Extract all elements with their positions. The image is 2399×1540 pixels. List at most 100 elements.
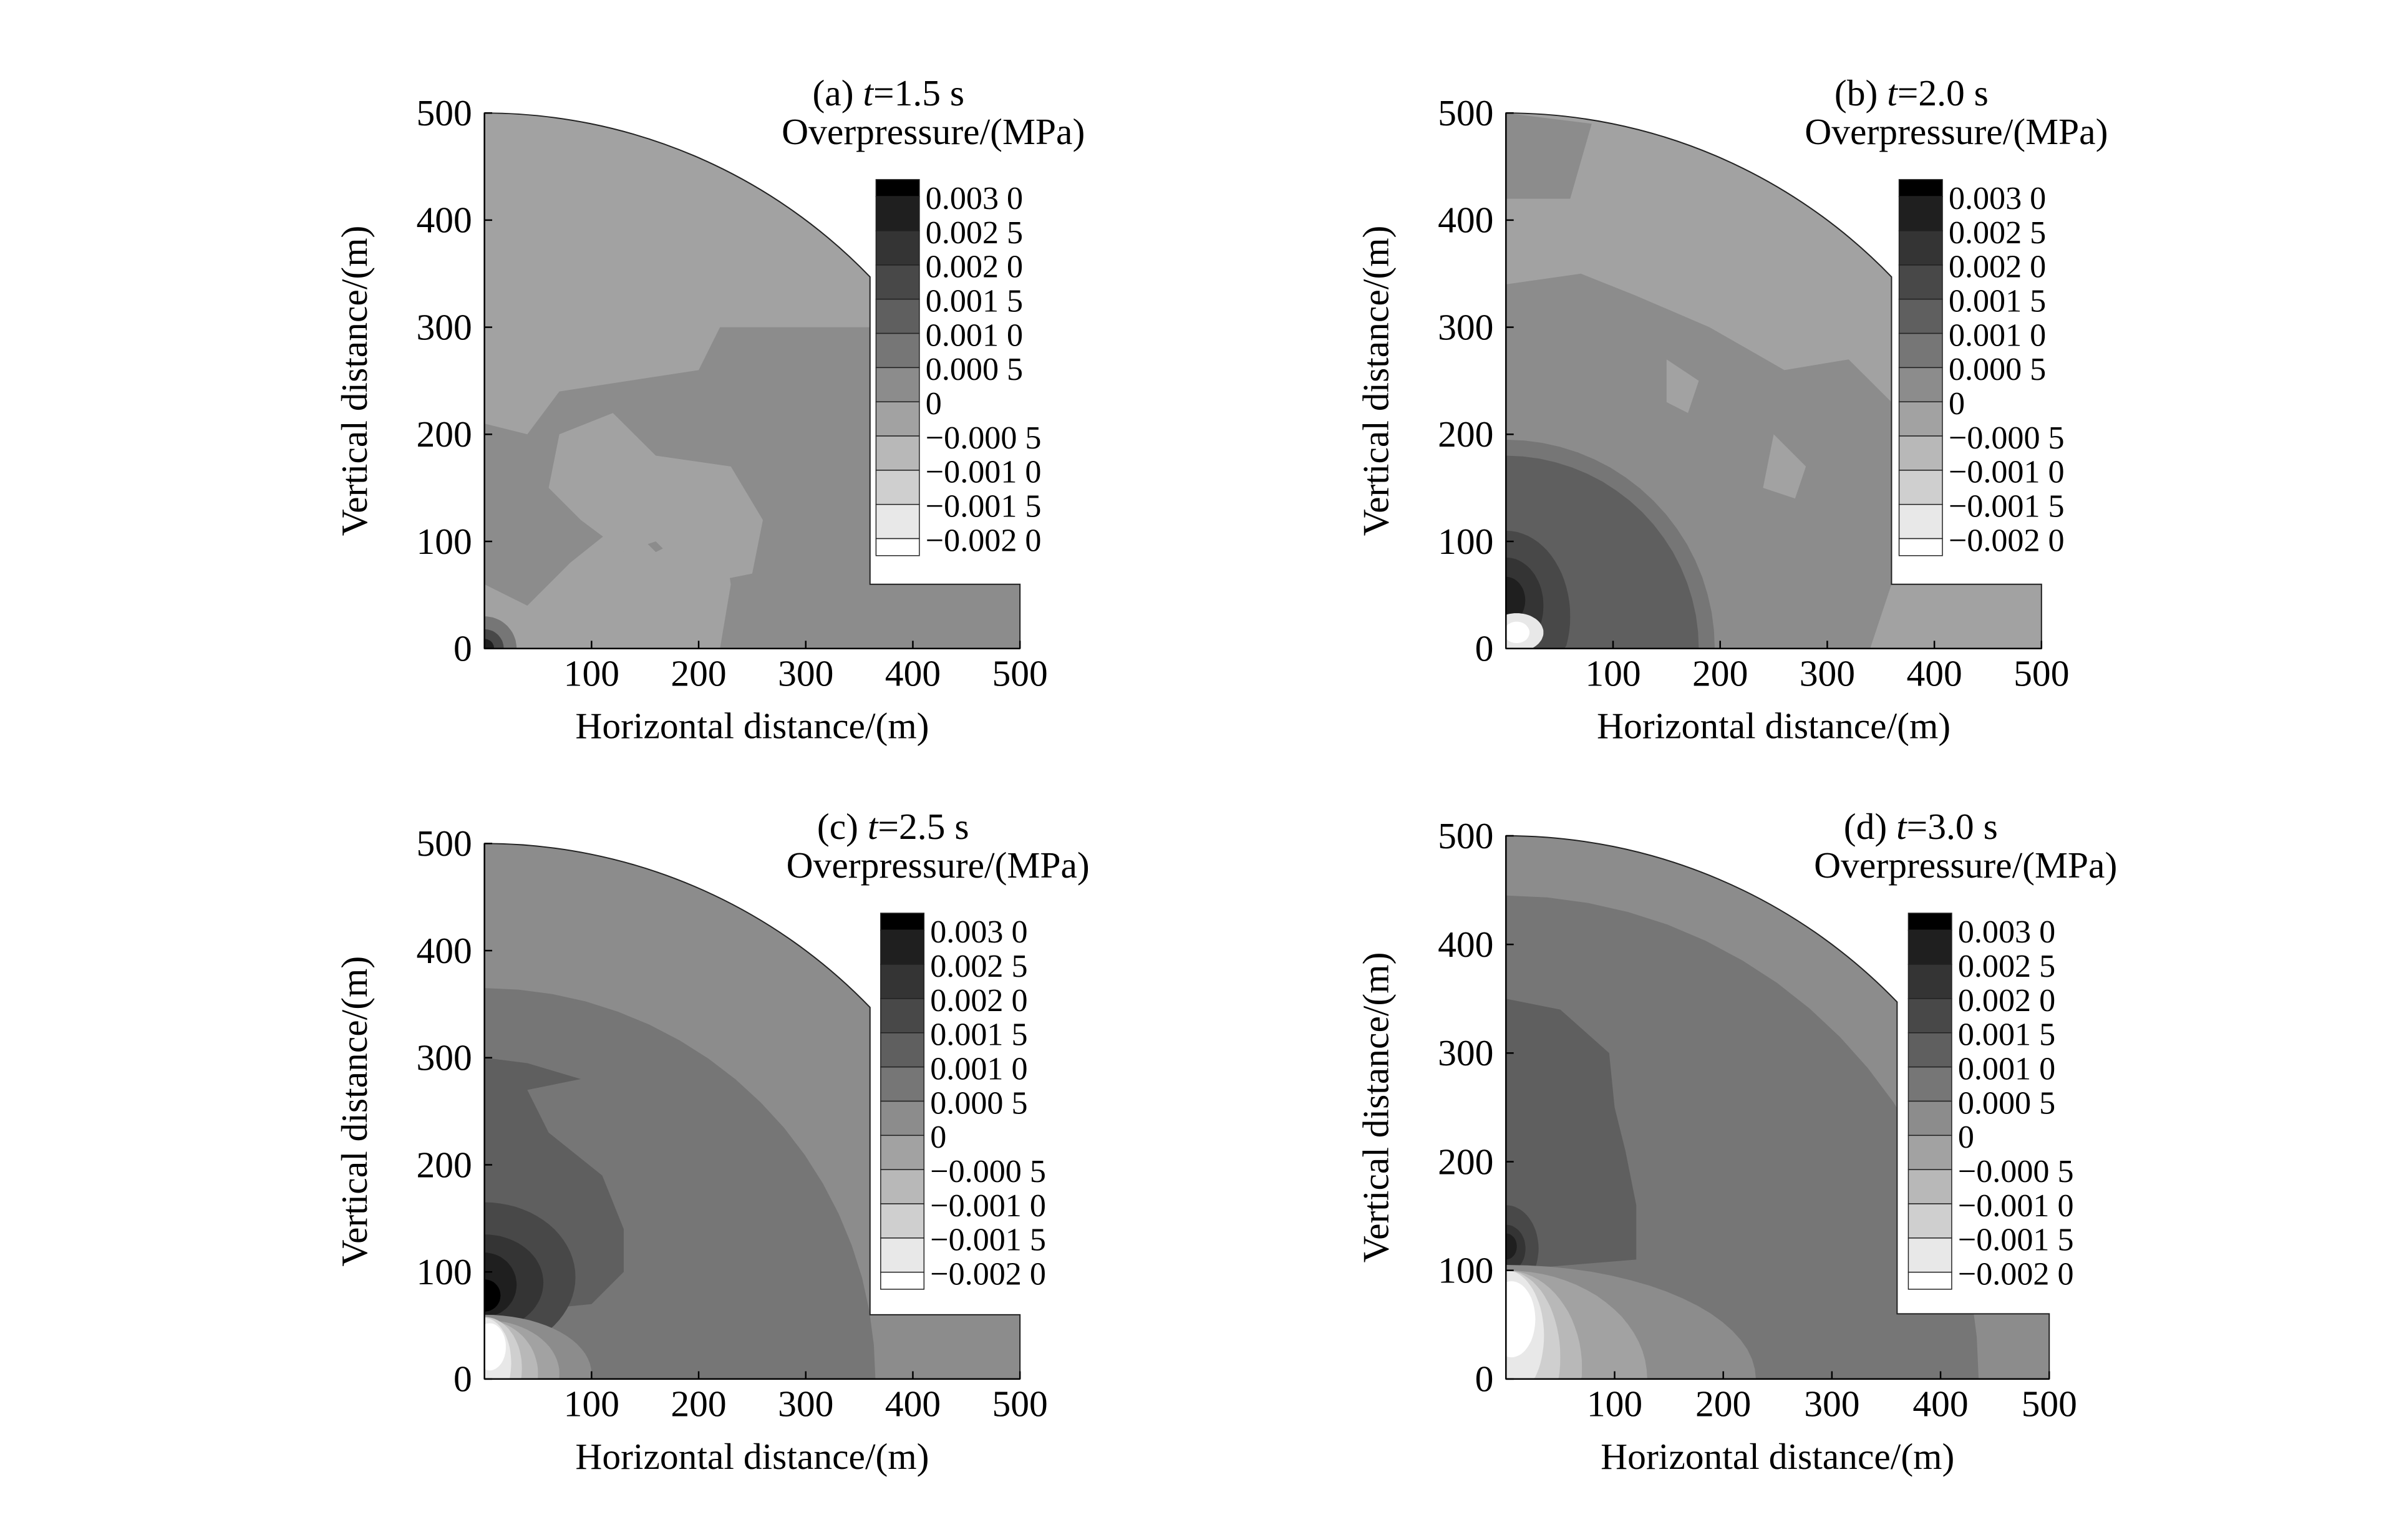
- colorbar-swatch: [875, 367, 920, 402]
- colorbar-label: −0.001 0: [930, 1188, 1046, 1224]
- colorbar-swatch: [875, 332, 920, 369]
- x-tick-label: 300: [1804, 1383, 1859, 1424]
- title-part: (d): [1844, 806, 1896, 847]
- contour-region: [1763, 434, 1806, 499]
- y-tick-label: 100: [416, 1251, 472, 1292]
- colorbar-label: 0: [1949, 386, 1965, 422]
- contour-region: [484, 1323, 506, 1371]
- colorbar-swatch: [875, 264, 920, 300]
- x-tick-label: 300: [778, 652, 833, 694]
- colorbar-label: 0: [1958, 1120, 1974, 1155]
- colorbar-swatch: [875, 401, 920, 437]
- colorbar-swatch: [1907, 964, 1952, 999]
- contour-region: [484, 327, 1020, 649]
- colorbar-swatch: [1898, 179, 1943, 197]
- x-tick-label: 300: [778, 1383, 833, 1424]
- contour-region: [1506, 576, 1526, 624]
- contour-field: [1506, 835, 2050, 1379]
- x-tick-label: 500: [992, 652, 1048, 694]
- panel-title: (a) t=1.5 s: [812, 72, 964, 114]
- colorbar-label: 0.002 0: [1949, 249, 2046, 285]
- y-tick-label: 200: [1438, 1141, 1493, 1182]
- x-tick-label: 500: [992, 1383, 1048, 1424]
- colorbar-label: 0.003 0: [1958, 914, 2055, 950]
- colorbar-label: 0: [930, 1120, 946, 1155]
- y-tick-label: 500: [1438, 815, 1493, 856]
- x-tick-label: 200: [1695, 1383, 1751, 1424]
- colorbar-swatch: [880, 1066, 925, 1102]
- colorbar-swatch: [1907, 1135, 1952, 1170]
- x-tick-label: 200: [671, 652, 726, 694]
- colorbar-label: −0.001 5: [1949, 489, 2065, 525]
- y-tick-label: 0: [453, 1358, 472, 1400]
- colorbar-label: −0.000 5: [1958, 1154, 2074, 1189]
- colorbar-label: 0.002 5: [1949, 215, 2046, 251]
- x-tick-label: 200: [671, 1383, 726, 1424]
- colorbar: 0.003 00.002 50.002 00.001 50.001 00.000…: [875, 179, 1041, 558]
- y-tick-label: 100: [1438, 521, 1493, 562]
- contour-region: [484, 639, 495, 649]
- title-part: =1.5 s: [873, 72, 964, 114]
- contour-region: [1506, 999, 1637, 1271]
- colorbar-swatch: [875, 435, 920, 471]
- colorbar-swatch: [1898, 401, 1943, 437]
- colorbar-label: 0.002 0: [926, 249, 1023, 285]
- panel-c: 0 100 200 300 400 500 100 200 300 400 500 Horizonta…: [334, 806, 1090, 1477]
- colorbar-label: −0.000 5: [930, 1154, 1046, 1189]
- colorbar-label: 0.003 0: [930, 914, 1027, 950]
- title-part: (c): [817, 806, 868, 847]
- colorbar-swatch: [875, 470, 920, 505]
- colorbar-swatch: [880, 1032, 925, 1068]
- contour-region: [1666, 359, 1699, 414]
- colorbar-swatch: [875, 503, 920, 540]
- x-tick-label: 400: [885, 1383, 941, 1424]
- panel-d: 0 100 200 300 400 500 100 200 300 400 500 Horizonta…: [1355, 806, 2118, 1477]
- colorbar-swatch: [1907, 913, 1952, 931]
- colorbar-swatch: [1898, 264, 1943, 300]
- colorbar-label: 0.003 0: [926, 181, 1023, 216]
- colorbar-title: Overpressure/(MPa): [787, 845, 1090, 886]
- x-tick-label: 500: [2022, 1383, 2077, 1424]
- y-axis-label: Vertical distance/(m): [334, 956, 375, 1267]
- colorbar-swatch: [1898, 470, 1943, 505]
- colorbar-swatch: [1898, 538, 1943, 556]
- y-tick-label: 400: [1438, 924, 1493, 965]
- colorbar-label: 0: [926, 386, 942, 422]
- panel-a: 0 100 200 300 400 500 100 200 300 400 500 Horizonta…: [334, 72, 1085, 747]
- colorbar-label: 0.002 5: [926, 215, 1023, 251]
- x-tick-label: 300: [1800, 652, 1855, 694]
- colorbar-label: −0.002 0: [1949, 523, 2065, 558]
- colorbar-swatch: [1907, 1066, 1952, 1102]
- colorbar-label: 0.001 5: [1958, 1017, 2055, 1053]
- colorbar-label: 0.002 5: [1958, 949, 2055, 984]
- y-tick-label: 300: [416, 1037, 472, 1078]
- y-axis-label: Vertical distance/(m): [1355, 952, 1397, 1263]
- y-tick-label: 400: [416, 930, 472, 971]
- colorbar-label: −0.001 5: [1958, 1223, 2074, 1258]
- colorbar-label: −0.001 5: [930, 1223, 1046, 1258]
- colorbar-swatch: [880, 964, 925, 999]
- colorbar-swatch: [880, 998, 925, 1034]
- y-tick-label: 300: [416, 306, 472, 347]
- x-tick-label: 500: [2014, 652, 2069, 694]
- x-axis-label: Horizontal distance/(m): [1597, 705, 1951, 747]
- colorbar-label: 0.000 5: [1949, 352, 2046, 387]
- colorbar-swatch: [880, 1237, 925, 1273]
- colorbar-swatch: [1898, 196, 1943, 231]
- title-part: (b): [1834, 72, 1887, 114]
- domain-outline: [483, 843, 1021, 1380]
- contour-region: [484, 1279, 501, 1312]
- colorbar-label: −0.002 0: [930, 1257, 1046, 1292]
- contour-region: [1506, 113, 1592, 199]
- colorbar-swatch: [1898, 435, 1943, 471]
- colorbar-swatch: [880, 1169, 925, 1204]
- colorbar-label: 0.002 0: [1958, 983, 2055, 1019]
- panel-b: 0 100 200 300 400 500 100 200 300 400 500 Horizonta…: [1355, 72, 2108, 747]
- panel-title: (b) t=2.0 s: [1834, 72, 1989, 114]
- colorbar: 0.003 00.002 50.002 00.001 50.001 00.000…: [1907, 913, 2074, 1292]
- y-tick-label: 500: [416, 823, 472, 864]
- colorbar-label: 0.000 5: [1958, 1085, 2055, 1121]
- y-tick-label: 200: [416, 1144, 472, 1185]
- colorbar-title: Overpressure/(MPa): [1805, 111, 2108, 152]
